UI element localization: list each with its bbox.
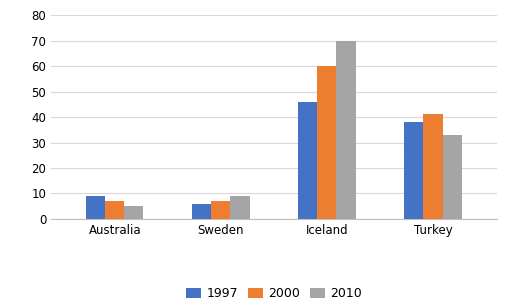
Bar bbox=[423, 115, 442, 219]
Bar bbox=[86, 196, 105, 219]
Bar bbox=[298, 102, 317, 219]
Bar bbox=[193, 204, 211, 219]
Bar bbox=[404, 122, 423, 219]
Bar bbox=[442, 135, 462, 219]
Bar bbox=[336, 41, 356, 219]
Bar bbox=[211, 201, 230, 219]
Bar bbox=[317, 66, 336, 219]
Legend: 1997, 2000, 2010: 1997, 2000, 2010 bbox=[181, 282, 367, 304]
Bar bbox=[124, 206, 143, 219]
Bar bbox=[230, 196, 249, 219]
Bar bbox=[105, 201, 124, 219]
